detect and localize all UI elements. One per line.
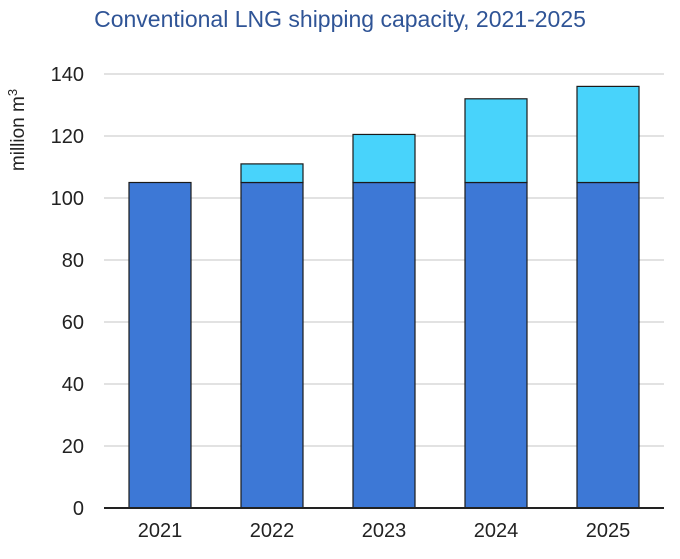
y-tick-label: 20 [62, 436, 84, 458]
x-tick-label: 2022 [250, 520, 295, 542]
x-tick-labels: 2021 2022 2023 2024 2025 [138, 520, 631, 542]
y-tick-label: 140 [51, 64, 84, 86]
y-tick-labels: 0 20 40 60 80 100 120 140 [51, 64, 84, 520]
bar-2025-segment-1 [576, 181, 640, 509]
bar-2024-segment-1 [464, 181, 528, 509]
y-axis-title-text: million m [8, 96, 29, 171]
x-tick-label: 2023 [362, 520, 407, 542]
y-tick-label: 120 [51, 126, 84, 148]
bar-2025-segment-2 [576, 85, 640, 184]
bar-2023-segment-2 [352, 133, 416, 184]
x-tick-label: 2021 [138, 520, 183, 542]
y-tick-label: 80 [62, 250, 84, 272]
y-axis-title-superscript: 3 [5, 89, 20, 96]
bar-2023-segment-1 [352, 181, 416, 509]
bar-2022-segment-1 [240, 181, 304, 509]
x-tick-label: 2024 [474, 520, 519, 542]
y-tick-label: 100 [51, 188, 84, 210]
y-tick-label: 60 [62, 312, 84, 334]
x-tick-label: 2025 [586, 520, 631, 542]
bar-2021-segment-1 [128, 181, 192, 509]
chart-title: Conventional LNG shipping capacity, 2021… [94, 6, 586, 32]
bar-2022-segment-2 [240, 163, 304, 184]
y-axis-title: million m3 [5, 89, 29, 171]
y-tick-label: 0 [73, 498, 84, 520]
y-tick-label: 40 [62, 374, 84, 396]
bars [128, 85, 640, 509]
bar-2024-segment-2 [464, 98, 528, 184]
